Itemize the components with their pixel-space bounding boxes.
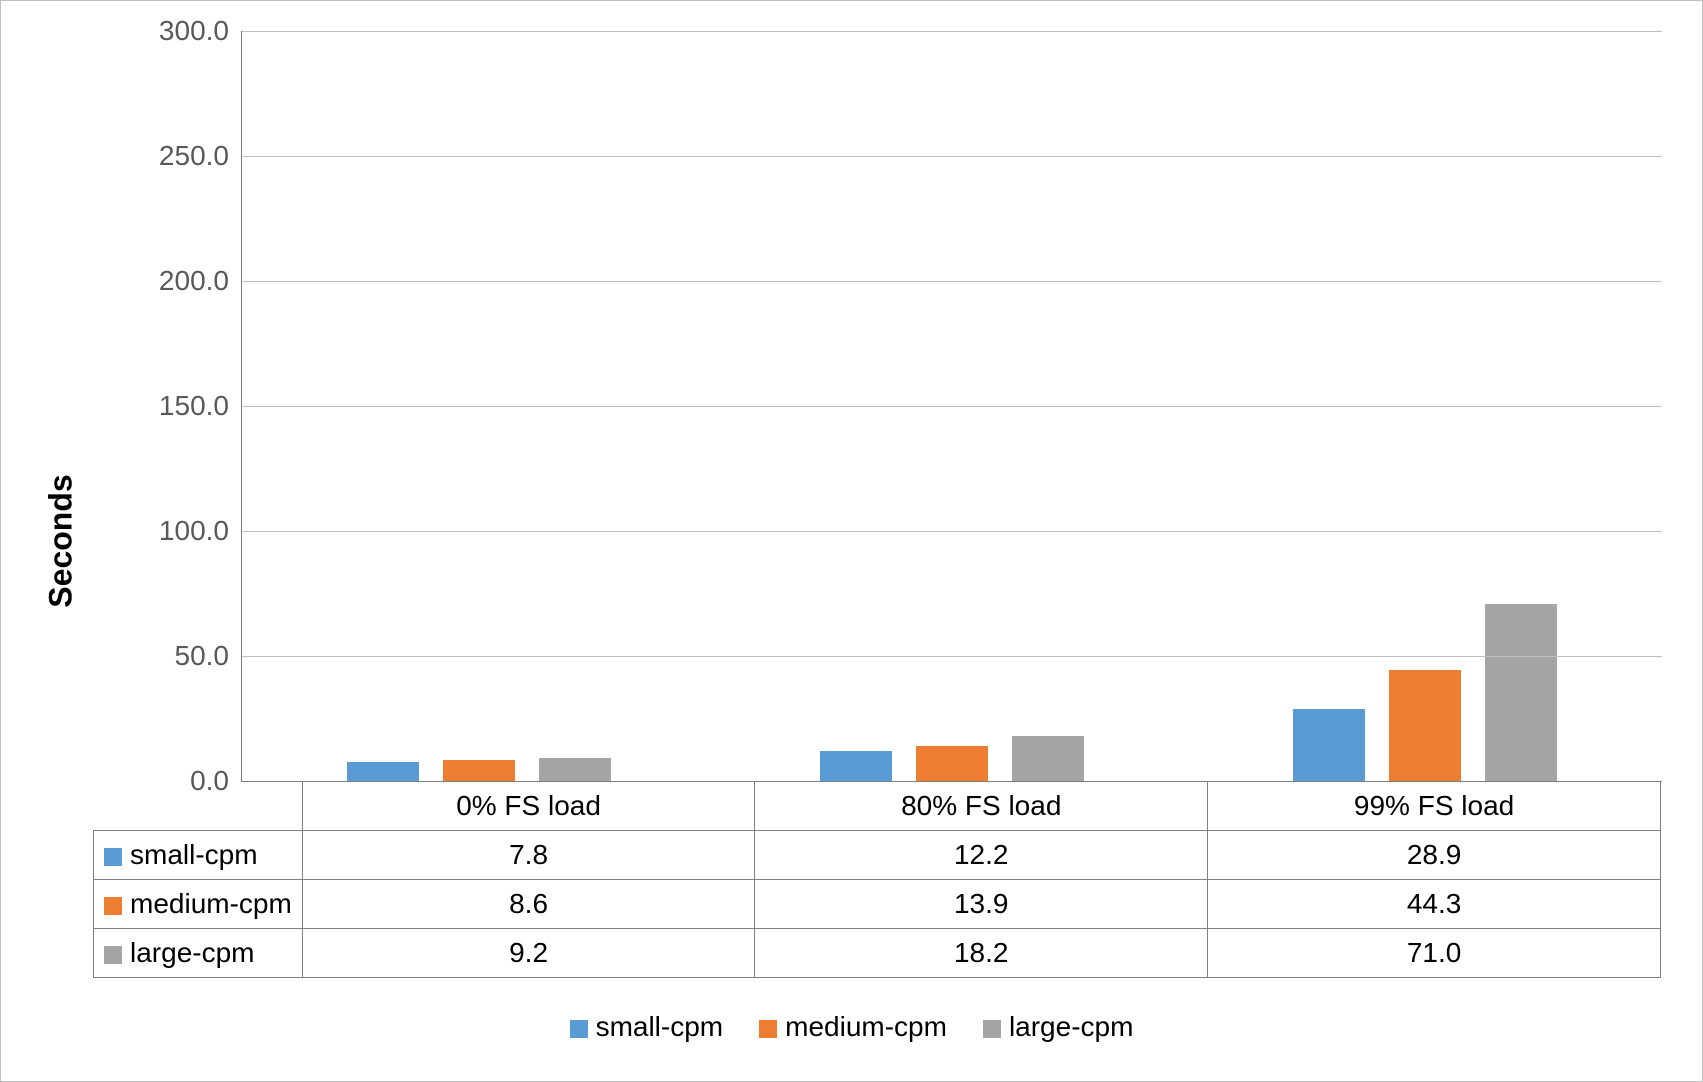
y-axis-title: Seconds [43,474,80,607]
data-cell: 71.0 [1208,929,1661,978]
series-row-header: small-cpm [94,831,303,880]
gridline [242,656,1662,657]
legend-label: medium-cpm [785,1011,947,1042]
y-tick-label: 50.0 [139,640,229,672]
legend-swatch [759,1020,777,1038]
legend-swatch [570,1020,588,1038]
bar [1389,670,1461,781]
bar [916,746,988,781]
bar [820,751,892,782]
legend-swatch [104,848,122,866]
data-cell: 13.9 [755,880,1208,929]
table-corner [94,782,303,831]
data-cell: 9.2 [302,929,755,978]
data-cell: 18.2 [755,929,1208,978]
legend-label: small-cpm [596,1011,724,1042]
gridline [242,281,1662,282]
y-tick-label: 300.0 [139,15,229,47]
bar [1012,736,1084,782]
legend-swatch [104,946,122,964]
bar [443,760,515,782]
legend-swatch [104,897,122,915]
data-cell: 28.9 [1208,831,1661,880]
data-cell: 44.3 [1208,880,1661,929]
gridline [242,31,1662,32]
gridline [242,531,1662,532]
category-header: 80% FS load [755,782,1208,831]
series-row-header: medium-cpm [94,880,303,929]
legend-item: medium-cpm [759,1011,947,1043]
data-table: 0% FS load80% FS load99% FS load small-cp… [93,781,1661,978]
data-cell: 12.2 [755,831,1208,880]
gridline [242,406,1662,407]
legend-swatch [983,1020,1001,1038]
bar [1485,604,1557,782]
legend-label: large-cpm [1009,1011,1133,1042]
y-tick-label: 250.0 [139,140,229,172]
category-header: 99% FS load [1208,782,1661,831]
legend: small-cpm medium-cpm large-cpm [1,1011,1702,1043]
y-tick-label: 100.0 [139,515,229,547]
bar [539,758,611,781]
legend-item: large-cpm [983,1011,1133,1043]
bar [1293,709,1365,781]
gridline [242,156,1662,157]
data-cell: 7.8 [302,831,755,880]
y-tick-label: 200.0 [139,265,229,297]
data-cell: 8.6 [302,880,755,929]
chart-container: Seconds 0.050.0100.0150.0200.0250.0300.0… [0,0,1703,1082]
category-header: 0% FS load [302,782,755,831]
legend-item: small-cpm [570,1011,724,1043]
y-tick-label: 150.0 [139,390,229,422]
plot-area [241,31,1662,782]
bar [347,762,419,782]
series-row-header: large-cpm [94,929,303,978]
